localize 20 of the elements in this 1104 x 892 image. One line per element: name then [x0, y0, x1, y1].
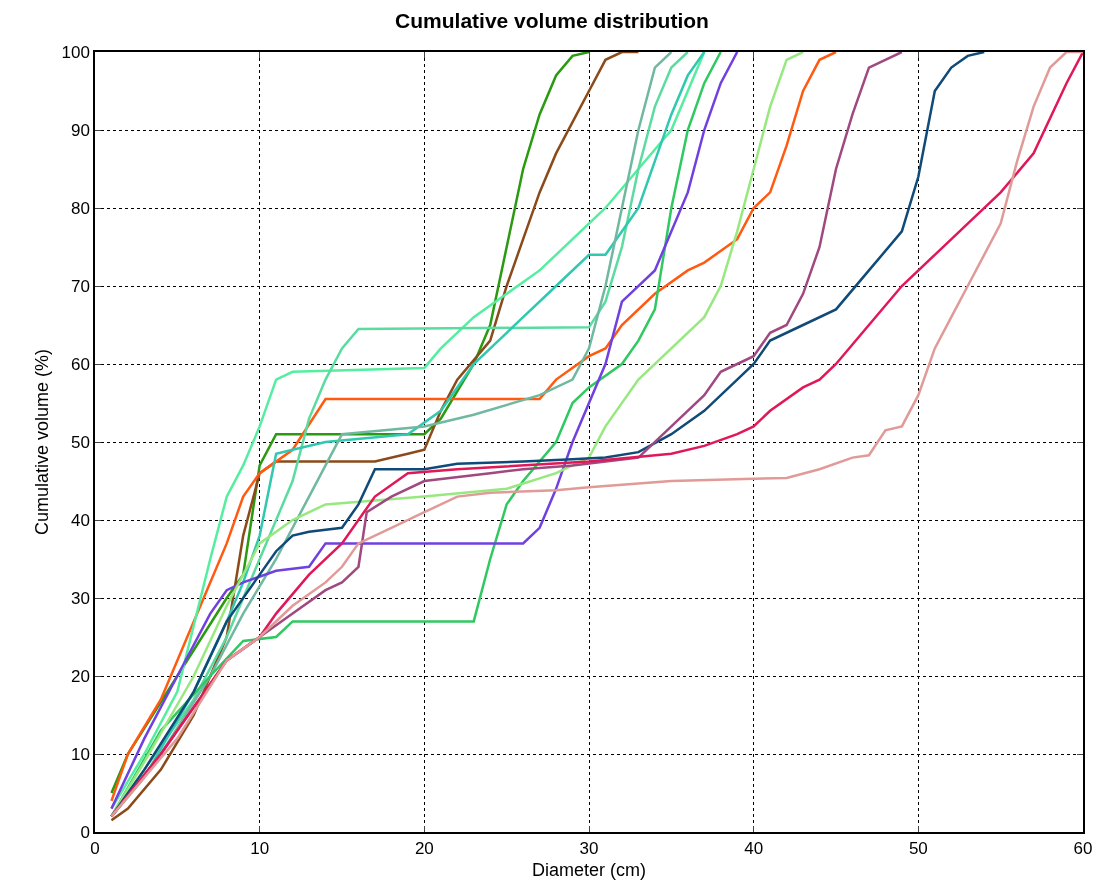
y-tick-label: 100 — [61, 42, 90, 62]
y-tick-label: 0 — [80, 822, 90, 842]
x-tick-label: 20 — [414, 839, 434, 859]
x-tick-label: 30 — [579, 839, 599, 859]
y-tick-label: 60 — [70, 354, 90, 374]
y-tick-label: 10 — [70, 744, 90, 764]
y-axis-title: Cumulative volume (%) — [32, 348, 53, 536]
y-tick-label: 90 — [70, 120, 90, 140]
y-tick-label: 80 — [70, 198, 90, 218]
chart-title: Cumulative volume distribution — [395, 9, 709, 33]
x-axis-title: Diameter (cm) — [531, 859, 647, 880]
y-tick-label: 30 — [70, 588, 90, 608]
y-tick-label: 70 — [70, 276, 90, 296]
x-tick-label: 60 — [1073, 839, 1093, 859]
y-tick-label: 20 — [70, 666, 90, 686]
x-tick-label: 50 — [908, 839, 928, 859]
x-tick-label: 10 — [250, 839, 270, 859]
x-tick-label: 40 — [744, 839, 764, 859]
y-tick-label: 50 — [70, 432, 90, 452]
y-tick-label: 40 — [70, 510, 90, 530]
